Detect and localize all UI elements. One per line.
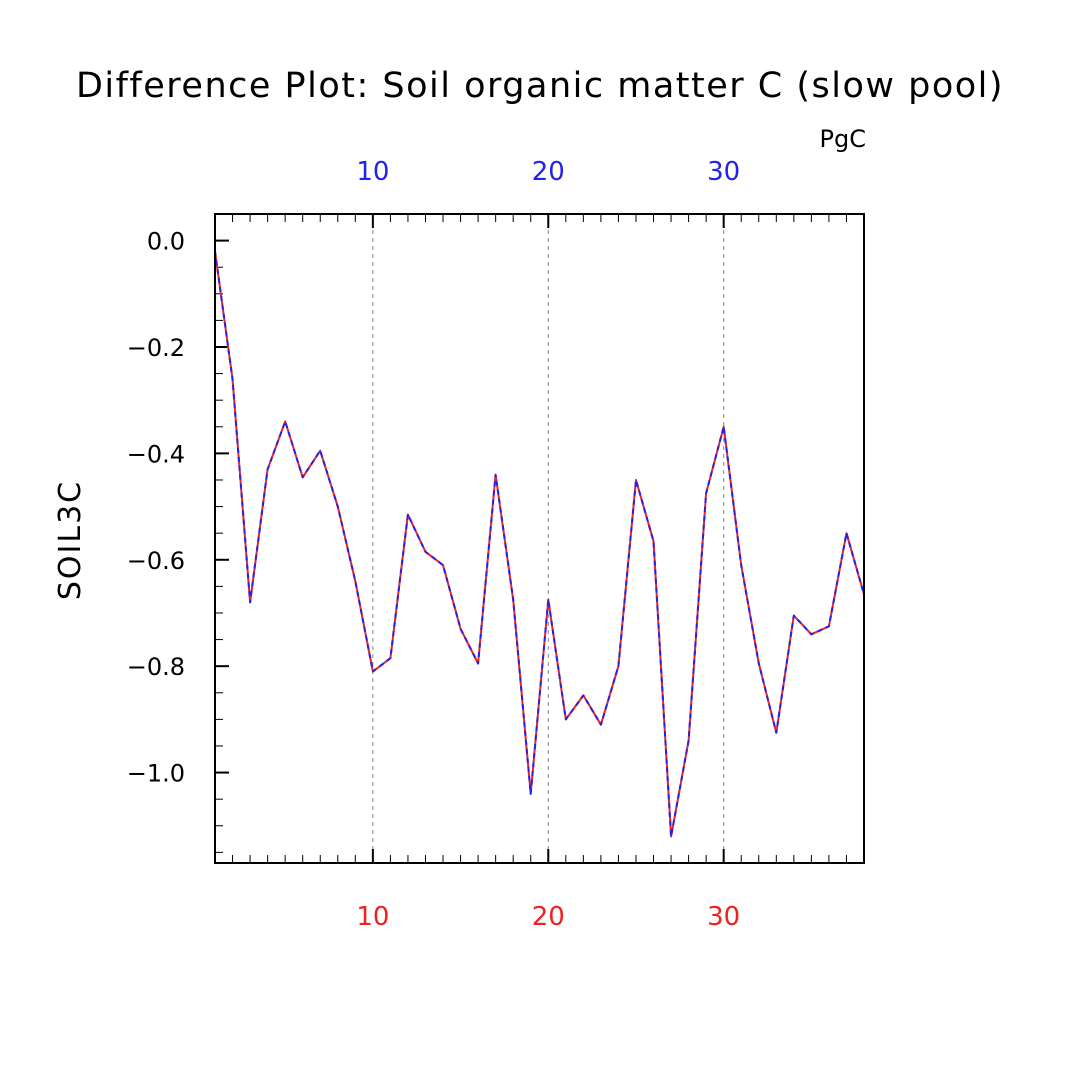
data-point-1-30 [740,564,742,566]
y-tick-label: −0.8 [127,653,185,681]
chart-title: Difference Plot: Soil organic matter C (… [76,66,1004,106]
x-tick-label-top: 30 [707,157,740,187]
y-tick-label: −0.6 [127,547,185,575]
data-point-1-2 [249,601,251,603]
series-line-1 [214,251,865,838]
y-tick-label: −0.2 [127,334,185,362]
data-point-1-6 [319,450,321,452]
axis-ticks [214,214,865,863]
data-point-1-25 [652,540,655,542]
data-point-1-33 [793,615,795,617]
x-tick-label-bottom: 20 [532,902,565,932]
x-tick-label-top: 20 [532,157,565,187]
y-tick-label: −1.0 [127,760,185,788]
data-point-1-29 [723,426,725,428]
x-tick-label-bottom: 30 [707,902,740,932]
data-point-1-11 [407,513,409,516]
data-point-1-31 [758,662,760,665]
gridlines [372,214,725,863]
data-point-1-23 [617,665,620,667]
data-point-1-14 [459,628,462,630]
data-point-1-18 [530,793,532,795]
data-point-1-3 [267,468,269,470]
data-point-1-26 [670,835,672,838]
data-point-1-36 [845,532,848,534]
data-point-1-34 [810,633,812,635]
data-point-1-15 [477,662,479,665]
data-point-1-28 [705,492,707,494]
data-point-1-17 [512,599,514,601]
data-point-1-19 [547,599,549,601]
data-point-1-12 [424,551,427,553]
y-tick-label: −0.4 [127,440,185,468]
data-point-1-21 [582,694,584,697]
x-tick-label-bottom: 10 [356,902,389,932]
data-point-1-8 [354,580,356,582]
data-point-1-9 [372,670,374,673]
data-point-1-16 [495,474,497,476]
series-lines [214,250,865,838]
y-tick-label: 0.0 [147,228,185,256]
x-tick-label-top: 10 [356,157,389,187]
data-point-1-20 [565,718,567,720]
data-point-1-5 [302,476,304,478]
data-point-1-22 [600,724,602,726]
data-point-1-35 [828,625,830,627]
y-axis-label: SOIL3C [53,480,88,600]
data-point-1-10 [389,657,392,659]
units-label: PgC [820,125,866,153]
tick-labels: 0.0 −0.2 −0.4 −0.6 −0.8 −1.0 10 20 30 10 20 30 [127,157,741,932]
series-line-0 [214,251,865,838]
data-point-1-7 [337,505,339,508]
data-point-1-27 [687,740,690,742]
data-point-1-4 [284,420,286,423]
plot-frame [214,213,865,864]
data-point-1-13 [442,564,444,566]
data-point-1-24 [635,479,637,481]
data-point-1-32 [775,732,777,734]
data-point-1-1 [231,378,234,380]
